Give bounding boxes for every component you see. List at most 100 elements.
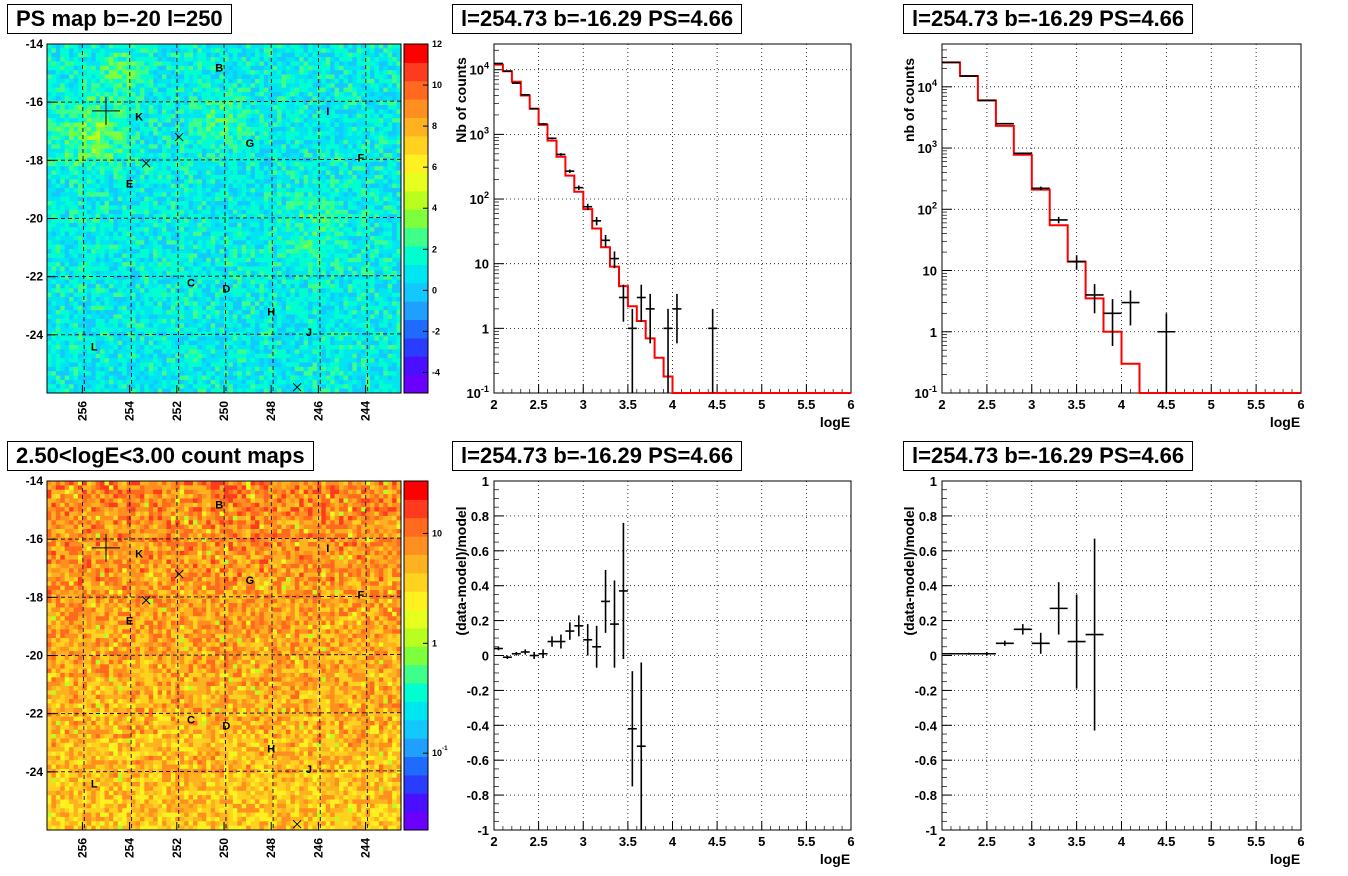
map-pixel <box>104 135 110 141</box>
map-pixel <box>86 253 92 259</box>
map-pixel <box>73 379 79 385</box>
map-pixel <box>184 310 189 315</box>
map-pixel <box>254 297 260 302</box>
map-pixel <box>259 57 265 62</box>
map-pixel <box>122 187 128 193</box>
map-pixel <box>122 83 128 89</box>
map-pixel <box>197 157 203 163</box>
map-pixel <box>290 214 296 219</box>
map-pixel <box>153 214 159 219</box>
map-pixel <box>144 179 150 184</box>
map-pixel <box>184 113 189 119</box>
map-pixel <box>104 340 110 346</box>
map-pixel <box>126 100 132 106</box>
map-pixel <box>100 78 105 84</box>
map-pixel <box>100 349 105 355</box>
map-pixel <box>153 310 159 315</box>
map-pixel <box>51 57 57 62</box>
map-pixel <box>206 135 212 141</box>
map-pixel <box>91 257 97 263</box>
map-pixel <box>290 161 296 167</box>
map-pixel <box>100 44 105 49</box>
map-pixel <box>108 275 114 280</box>
map-pixel <box>135 371 141 376</box>
map-pixel <box>246 231 251 237</box>
map-pixel <box>193 297 198 302</box>
map-pixel <box>259 144 265 150</box>
map-pixel <box>259 205 265 211</box>
map-pixel <box>193 275 198 280</box>
map-pixel <box>148 240 154 246</box>
map-pixel <box>69 135 74 141</box>
map-pixel <box>321 109 327 115</box>
map-pixel <box>126 323 132 328</box>
map-pixel <box>312 270 318 276</box>
map-pixel <box>153 139 159 145</box>
map-pixel <box>210 48 216 54</box>
map-pixel <box>316 166 322 171</box>
map-pixel <box>201 78 207 84</box>
map-pixel <box>47 201 52 206</box>
map-pixel <box>197 209 203 215</box>
map-pixel <box>126 170 132 176</box>
map-pixel <box>135 87 141 93</box>
map-pixel <box>250 257 256 263</box>
map-pixel <box>250 126 256 132</box>
map-pixel <box>281 275 287 280</box>
map-pixel <box>259 379 265 385</box>
map-pixel <box>69 275 74 280</box>
map-pixel <box>308 253 313 259</box>
map-pixel <box>47 87 52 93</box>
map-pixel <box>77 74 83 80</box>
map-pixel <box>86 358 92 363</box>
map-pixel <box>64 371 70 376</box>
map-pixel <box>277 340 282 346</box>
map-pixel <box>210 196 216 202</box>
map-pixel <box>254 384 260 390</box>
map-pixel <box>117 74 123 80</box>
map-pixel <box>277 44 282 49</box>
map-pixel <box>308 78 313 84</box>
map-pixel <box>148 371 154 376</box>
map-pixel <box>268 310 274 315</box>
map-pixel <box>184 61 189 67</box>
map-pixel <box>246 83 251 89</box>
map-pixel <box>47 283 52 289</box>
map-pixel <box>219 257 225 263</box>
map-pixel <box>86 222 92 228</box>
map-pixel <box>290 166 296 171</box>
map-pixel <box>126 205 132 211</box>
map-pixel <box>272 275 278 280</box>
map-pixel <box>263 65 269 71</box>
map-pixel <box>100 253 105 259</box>
map-pixel <box>188 244 194 250</box>
map-pixel <box>175 375 181 381</box>
map-pixel <box>122 340 128 346</box>
map-pixel <box>157 122 163 128</box>
map-pixel <box>47 52 52 58</box>
map-pixel <box>272 314 278 320</box>
map-pixel <box>179 375 185 381</box>
map-pixel <box>228 266 234 272</box>
map-pixel <box>179 148 185 154</box>
map-pixel <box>175 305 181 311</box>
map-pixel <box>263 340 269 346</box>
map-pixel <box>153 113 159 119</box>
map-pixel <box>69 118 74 123</box>
map-pixel <box>308 336 313 342</box>
map-pixel <box>108 174 114 180</box>
map-pixel <box>272 122 278 128</box>
map-pixel <box>179 126 185 132</box>
map-pixel <box>232 249 238 254</box>
map-pixel <box>166 227 172 232</box>
map-pixel <box>224 179 229 184</box>
map-pixel <box>188 283 194 289</box>
map-pixel <box>299 179 305 184</box>
map-pixel <box>254 227 260 232</box>
map-pixel <box>166 345 172 350</box>
map-pixel <box>299 244 305 250</box>
map-pixel <box>166 57 172 62</box>
map-pixel <box>294 166 300 171</box>
map-pixel <box>219 48 225 54</box>
map-pixel <box>104 161 110 167</box>
